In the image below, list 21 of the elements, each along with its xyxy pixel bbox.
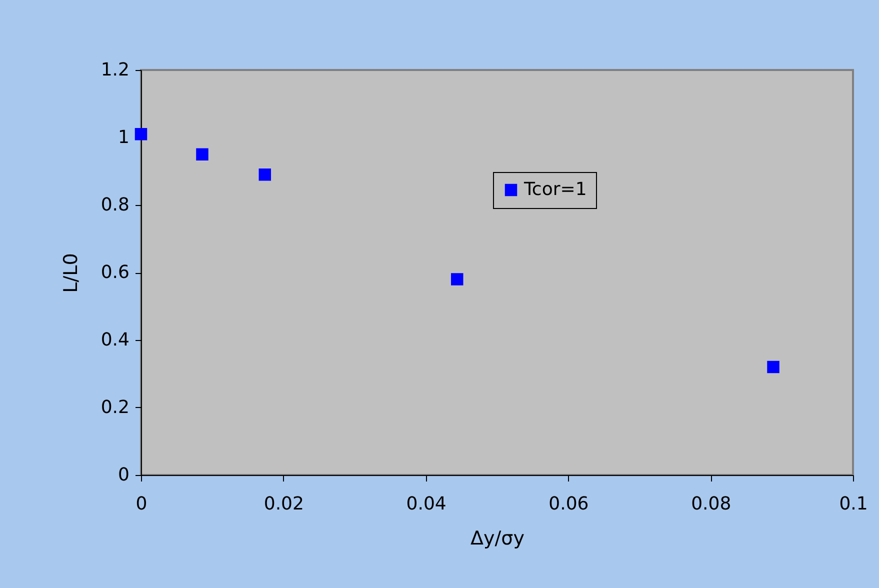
point — [134, 128, 148, 140]
point — [767, 360, 780, 374]
y-tick-label: 1.2 — [100, 60, 130, 80]
x-tick-label: 0 — [136, 494, 148, 514]
y-tick-label: 0.6 — [100, 262, 130, 283]
x-tick-label: 0.1 — [839, 494, 868, 514]
x-tick-label: 0.04 — [406, 494, 446, 514]
y-axis-title: L/L0 — [60, 253, 82, 293]
x-axis-title: Δy/σy — [470, 528, 524, 550]
x-tick-label: 0.06 — [548, 494, 589, 514]
y-tick-label: 1 — [118, 127, 130, 148]
y-tick-label: 0.2 — [100, 397, 130, 418]
y-tick-label: 0 — [118, 464, 130, 486]
legend-label: Tcor=1 — [523, 179, 587, 200]
y-tick-label: 0.4 — [100, 330, 130, 350]
point — [451, 273, 464, 286]
point — [196, 148, 208, 160]
point — [258, 168, 272, 181]
x-tick-label: 0.08 — [691, 494, 732, 514]
y-tick-label: 0.8 — [100, 194, 130, 216]
x-tick-label: 0.02 — [264, 494, 304, 514]
